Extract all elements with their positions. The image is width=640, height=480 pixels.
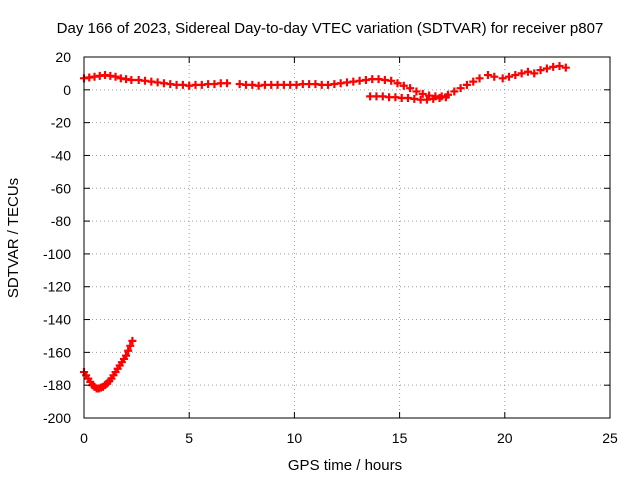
x-tick-label: 20: [497, 430, 513, 446]
y-tick-label: -60: [51, 180, 71, 196]
data-point: [530, 69, 539, 78]
axis-ticks: 0 5 10 15 20 25 20 0 -20 -40 -60 -80 -100 -120 -140 -16…: [43, 49, 618, 446]
plot-frame: [83, 56, 611, 419]
data-point: [456, 84, 465, 93]
data-point: [124, 346, 133, 355]
x-tick-label: 10: [287, 430, 303, 446]
data-point: [128, 336, 137, 345]
data-point: [475, 74, 484, 83]
x-tick-label: 0: [80, 430, 88, 446]
data-point: [561, 63, 570, 72]
y-tick-label: -80: [51, 213, 71, 229]
data-point: [393, 79, 402, 88]
y-tick-label: -200: [43, 410, 71, 426]
data-point: [111, 72, 120, 81]
data-point: [412, 87, 421, 96]
data-point: [387, 76, 396, 85]
x-tick-label: 25: [602, 430, 618, 446]
series-group: [80, 336, 137, 393]
series-group: [80, 62, 570, 101]
data-point: [462, 80, 471, 89]
y-tick-label: 20: [55, 49, 71, 65]
data-point: [555, 62, 564, 71]
data-point: [511, 71, 520, 80]
y-tick-label: 0: [63, 82, 71, 98]
data-point: [127, 75, 136, 84]
y-tick-label: -20: [51, 115, 71, 131]
data-point: [126, 341, 135, 350]
data-point: [441, 93, 450, 102]
y-tick-label: -140: [43, 312, 71, 328]
data-point: [490, 72, 499, 81]
data-point: [418, 89, 427, 98]
data-point: [450, 87, 459, 96]
data-point: [469, 77, 478, 86]
x-tick-label: 15: [392, 430, 408, 446]
data-point: [223, 79, 232, 88]
data-point: [505, 72, 514, 81]
data-point: [406, 84, 415, 93]
y-tick-label: -180: [43, 377, 71, 393]
x-axis-label: GPS time / hours: [288, 457, 402, 474]
data-point: [517, 69, 526, 78]
data-point: [399, 81, 408, 90]
data-point: [483, 71, 492, 80]
chart-title: Day 166 of 2023, Sidereal Day-to-day VTE…: [57, 20, 604, 37]
y-tick-label: -120: [43, 279, 71, 295]
data-point: [122, 351, 131, 360]
data-point: [498, 74, 507, 83]
y-tick-label: -160: [43, 344, 71, 360]
data-point: [542, 64, 551, 73]
x-tick-label: 5: [185, 430, 193, 446]
series-group: [366, 92, 450, 104]
data-point: [523, 67, 532, 76]
gridlines: [84, 57, 610, 418]
y-tick-label: -40: [51, 147, 71, 163]
data-point: [536, 66, 545, 75]
y-axis-label: SDTVAR / TECUs: [5, 178, 22, 298]
y-tick-label: -100: [43, 246, 71, 262]
data-points: [80, 62, 570, 393]
